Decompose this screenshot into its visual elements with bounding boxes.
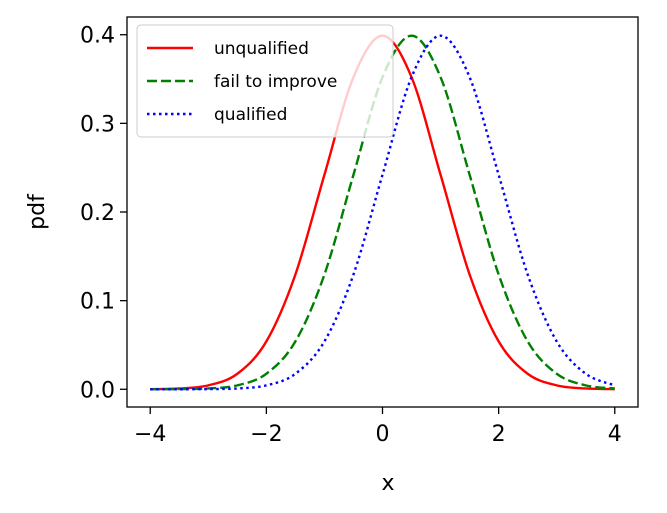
y-tick-label: 0.4 — [80, 24, 115, 49]
x-axis-label: x — [381, 471, 394, 496]
x-axis-ticks: −4 −2 0 2 4 — [134, 407, 622, 447]
y-tick-label: 0.1 — [80, 290, 115, 315]
x-tick-label: 2 — [492, 422, 506, 447]
legend-label: qualified — [214, 105, 287, 125]
legend-label: fail to improve — [214, 72, 337, 92]
x-tick-label: −2 — [250, 422, 282, 447]
legend-box — [136, 24, 394, 138]
y-axis-label: pdf — [25, 193, 50, 230]
x-tick-label: 4 — [608, 422, 622, 447]
y-tick-label: 0.0 — [80, 378, 115, 403]
x-tick-label: −4 — [134, 422, 166, 447]
legend-label: unqualified — [214, 39, 309, 59]
y-tick-label: 0.3 — [80, 112, 115, 137]
x-tick-label: 0 — [376, 422, 390, 447]
legend: unqualified fail to improve qualified — [136, 24, 394, 138]
y-axis-ticks: 0.0 0.1 0.2 0.3 0.4 — [80, 24, 127, 403]
y-tick-label: 0.2 — [80, 201, 115, 226]
